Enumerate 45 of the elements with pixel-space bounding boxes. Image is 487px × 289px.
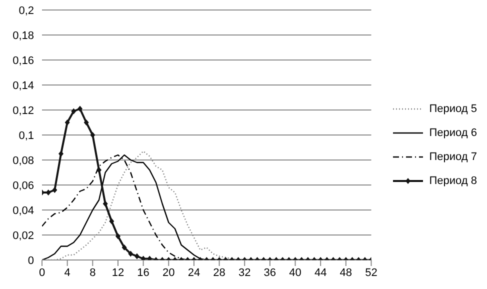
x-tick-label: 28 (213, 266, 226, 279)
x-tick-label: 40 (289, 266, 302, 279)
y-tick-label: 0,18 (12, 30, 34, 42)
y-tick-label: 0,16 (12, 54, 34, 67)
point (115, 233, 120, 240)
y-tick-label: 0,06 (12, 180, 34, 192)
point (140, 256, 146, 260)
x-tick-label: 48 (340, 266, 352, 279)
point (52, 187, 58, 193)
x-tick-label: 20 (162, 266, 175, 279)
x-tick-label: 12 (112, 266, 124, 279)
legend-label: Период 8 (429, 174, 477, 186)
point (77, 106, 82, 112)
x-tick-label: 0 (38, 266, 46, 279)
point (102, 200, 108, 207)
point (128, 250, 134, 257)
point (147, 256, 152, 260)
x-tick-label: 36 (264, 266, 276, 279)
y-tick-label: 0,02 (12, 230, 34, 242)
x-tick-label: 52 (365, 266, 378, 279)
y-tick-label: 0 (28, 254, 34, 267)
point (58, 150, 64, 157)
point (64, 120, 70, 126)
x-tick-label: 24 (188, 266, 200, 279)
y-tick-label: 0,08 (12, 154, 34, 167)
point (109, 218, 114, 224)
point (90, 132, 96, 138)
point (122, 244, 127, 250)
x-tick-label: 4 (64, 266, 70, 279)
x-tick-label: 44 (314, 266, 327, 279)
y-tick-label: 0,1 (18, 130, 34, 142)
x-tick-label: 32 (238, 266, 251, 279)
point (71, 108, 76, 114)
y-tick-label: 0,14 (12, 80, 34, 92)
x-tick-label: 16 (137, 266, 150, 279)
y-tick-label: 0,2 (18, 4, 34, 17)
point (134, 253, 140, 260)
y-tick-label: 0,12 (12, 104, 34, 117)
x-tick-label: 8 (90, 266, 96, 279)
point (84, 120, 89, 126)
legend-label: Период 5 (429, 102, 477, 114)
legend-label: Период 7 (429, 150, 477, 162)
y-tick-label: 0,04 (12, 204, 34, 217)
legend-label: Период 6 (429, 126, 477, 138)
point (96, 167, 102, 173)
